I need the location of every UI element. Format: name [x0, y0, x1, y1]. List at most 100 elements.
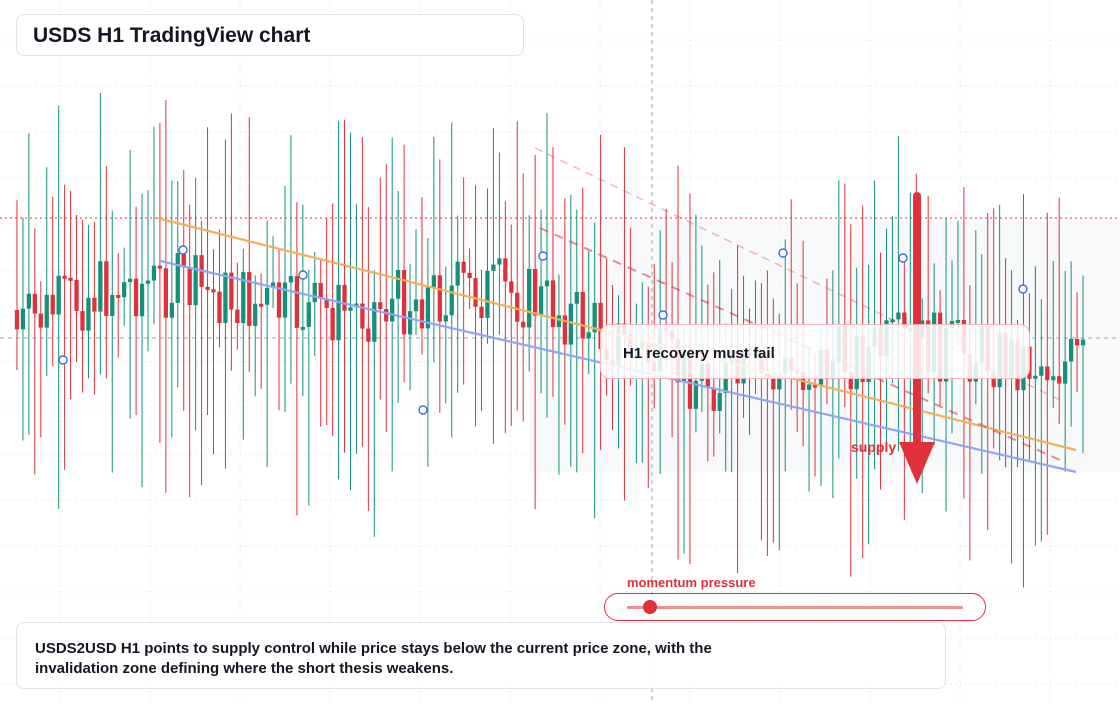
candle-bullish: [896, 312, 901, 320]
candle-bearish: [14, 310, 20, 330]
candle-bullish: [56, 275, 61, 315]
pivot-markers: [58, 245, 1028, 415]
candle-bearish: [848, 372, 853, 390]
candle-bullish: [312, 282, 317, 303]
candle-bearish: [74, 279, 79, 312]
supply-arrow: [899, 192, 935, 484]
candle-bullish: [485, 270, 490, 318]
candle-bullish: [372, 302, 377, 342]
candle-bearish: [217, 291, 222, 324]
candle-bullish: [282, 282, 288, 318]
candle-bullish: [26, 293, 32, 309]
candle-bullish: [431, 275, 437, 288]
candles-layer: [14, 93, 1086, 588]
momentum-label: momentum pressure: [627, 575, 756, 590]
candle-bullish: [1068, 338, 1074, 362]
candle-bearish: [276, 282, 282, 318]
candle-bearish: [598, 302, 603, 350]
candle-bullish: [336, 284, 341, 341]
candle-bearish: [419, 299, 425, 329]
candle-bullish: [169, 302, 174, 318]
candle-bullish: [491, 264, 496, 271]
candle-bearish: [163, 268, 169, 318]
candle-bullish: [193, 255, 198, 306]
candle-bearish: [211, 289, 216, 293]
pivot-marker: [418, 405, 428, 415]
candle-bearish: [711, 387, 716, 411]
candle-bullish: [390, 298, 395, 322]
supply-arrow-head: [899, 442, 935, 484]
candle-bullish: [253, 303, 258, 326]
candle-bearish: [318, 282, 323, 299]
candle-bullish: [497, 258, 502, 265]
candle-bullish: [586, 332, 591, 339]
candle-bullish: [264, 287, 270, 305]
candle-bullish: [413, 299, 419, 312]
candle-bearish: [1045, 366, 1050, 381]
candle-bullish: [288, 276, 294, 283]
candle-bearish: [479, 306, 484, 318]
candle-bearish: [461, 261, 466, 273]
candle-bearish: [521, 321, 526, 328]
candle-bearish: [473, 278, 478, 307]
candle-bearish: [902, 312, 907, 330]
candle-bullish: [890, 319, 895, 323]
supply-arrow-label: supply: [851, 439, 897, 455]
candle-bullish: [98, 261, 103, 312]
candle-bullish: [425, 287, 431, 329]
pivot-marker: [1018, 284, 1028, 294]
candle-bullish: [574, 291, 579, 304]
candle-bearish: [157, 265, 163, 269]
candle-bullish: [449, 285, 454, 316]
candle-bullish: [175, 253, 180, 303]
candle-bullish: [44, 294, 49, 328]
chart-title: USDS H1 TradingView chart: [33, 24, 311, 47]
candle-bearish: [62, 275, 67, 279]
candle-bearish: [294, 276, 300, 328]
pivot-marker: [778, 248, 788, 258]
candle-bullish: [556, 315, 562, 328]
pivot-marker: [178, 245, 188, 255]
candle-bullish: [544, 280, 550, 287]
caption-text: USDS2USD H1 points to supply control whi…: [35, 640, 712, 677]
candle-bearish: [771, 375, 776, 390]
candle-bullish: [395, 269, 401, 299]
candle-bearish: [235, 309, 240, 323]
candle-bullish: [806, 384, 812, 390]
candle-bearish: [467, 272, 472, 279]
candle-bullish: [568, 303, 573, 345]
candle-bullish: [151, 265, 157, 281]
candle-bearish: [38, 313, 43, 328]
candle-bearish: [187, 267, 192, 306]
candle-bullish: [693, 380, 699, 409]
candle-bearish: [562, 315, 568, 345]
candle-bearish: [181, 253, 186, 268]
candle-bullish: [127, 278, 133, 283]
candle-bullish: [122, 282, 127, 298]
title-card: USDS H1 TradingView chart: [16, 14, 524, 56]
candle-bearish: [401, 269, 407, 335]
candle-bullish: [300, 326, 305, 330]
candle-bearish: [687, 349, 693, 409]
pivot-marker: [58, 355, 68, 365]
momentum-slider[interactable]: [604, 593, 986, 621]
momentum-bar: [627, 606, 963, 609]
candle-bullish: [455, 261, 460, 286]
candle-bearish: [342, 284, 347, 311]
momentum-knob[interactable]: [643, 600, 657, 614]
candle-bearish: [360, 303, 365, 329]
candle-bullish: [110, 294, 115, 316]
candle-bearish: [437, 275, 442, 322]
candle-bullish: [86, 297, 91, 331]
candle-bearish: [1057, 376, 1062, 384]
candle-bullish: [223, 272, 228, 324]
candle-bearish: [92, 297, 97, 312]
candle-bearish: [324, 298, 329, 308]
candle-bearish: [104, 261, 109, 316]
pivot-marker: [658, 310, 668, 320]
candle-bullish: [139, 283, 145, 317]
candle-bearish: [366, 328, 371, 342]
candle-bullish: [592, 302, 597, 333]
candle-bullish: [407, 311, 413, 335]
